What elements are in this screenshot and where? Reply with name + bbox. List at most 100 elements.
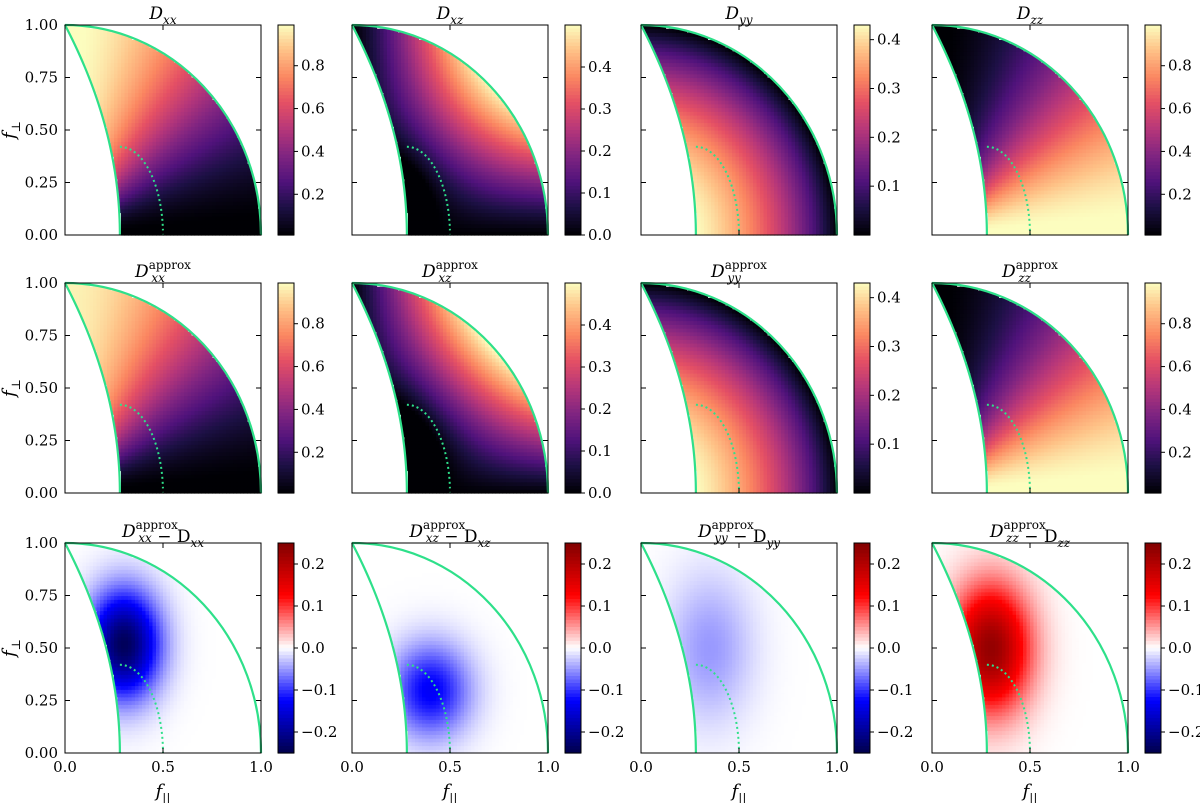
heatmap-cell <box>167 130 171 134</box>
heatmap-cell <box>216 108 220 112</box>
heatmap-cell <box>139 175 143 179</box>
heatmap-cell <box>233 213 237 217</box>
heatmap-cell <box>244 168 248 172</box>
heatmap-cell <box>233 198 237 202</box>
heatmap-cell <box>128 186 132 190</box>
heatmap-cell <box>128 179 132 183</box>
heatmap-cell <box>167 123 171 127</box>
heatmap-cell <box>121 198 125 202</box>
heatmap-cell <box>254 224 258 228</box>
heatmap-cell <box>170 179 174 183</box>
heatmap-cell <box>156 145 160 149</box>
heatmap-cell <box>132 175 136 179</box>
heatmap-cell <box>195 104 199 108</box>
heatmap-cell <box>177 183 181 187</box>
heatmap-cell <box>188 168 192 172</box>
heatmap-cell <box>139 81 143 85</box>
heatmap-cell <box>195 183 199 187</box>
heatmap-cell <box>223 156 227 160</box>
heatmap-cell <box>121 224 125 228</box>
heatmap-cell <box>142 85 146 89</box>
heatmap-cell <box>135 216 139 220</box>
heatmap-cell <box>219 149 223 153</box>
heatmap-cell <box>146 130 150 134</box>
heatmap-cell <box>216 213 220 217</box>
heatmap-cell <box>223 209 227 213</box>
heatmap-cell <box>188 228 192 232</box>
heatmap-cell <box>226 164 230 168</box>
heatmap-cell <box>177 134 181 138</box>
heatmap-cell <box>149 89 153 93</box>
heatmap-cell <box>191 156 195 160</box>
heatmap-cell <box>181 198 185 202</box>
heatmap-cell <box>132 115 136 119</box>
heatmap-cell <box>153 138 157 142</box>
heatmap-cell <box>240 175 244 179</box>
heatmap-cell <box>139 183 143 187</box>
heatmap-cell <box>188 85 192 89</box>
heatmap-cell <box>170 194 174 198</box>
heatmap-cell <box>237 198 241 202</box>
heatmap-cell <box>132 216 136 220</box>
heatmap-cell <box>125 156 129 160</box>
heatmap-cell <box>160 149 164 153</box>
heatmap-cell <box>230 175 234 179</box>
heatmap-cell <box>212 186 216 190</box>
heatmap-cell <box>163 130 167 134</box>
heatmap-cell <box>198 108 202 112</box>
heatmap-cell <box>146 123 150 127</box>
heatmap-cell <box>174 201 178 205</box>
heatmap-cell <box>163 164 167 168</box>
heatmap-cell <box>111 108 115 112</box>
heatmap-cell <box>202 224 206 228</box>
heatmap-cell <box>209 220 213 224</box>
heatmap-cell <box>163 138 167 142</box>
heatmap-cell <box>104 108 108 112</box>
heatmap-cell <box>198 119 202 123</box>
heatmap-cell <box>209 209 213 213</box>
heatmap-cell <box>135 213 139 217</box>
heatmap-cell <box>202 100 206 104</box>
heatmap-cell <box>160 160 164 164</box>
heatmap-cell <box>219 205 223 209</box>
heatmap-cell <box>139 153 143 157</box>
heatmap-cell <box>170 160 174 164</box>
heatmap-cell <box>226 168 230 172</box>
heatmap-cell <box>205 100 209 104</box>
heatmap-cell <box>240 190 244 194</box>
heatmap-cell <box>181 228 185 232</box>
heatmap-cell <box>156 96 160 100</box>
heatmap-cell <box>177 164 181 168</box>
heatmap-cell <box>125 149 129 153</box>
heatmap-cell <box>219 156 223 160</box>
heatmap-cell <box>237 228 241 232</box>
heatmap-cell <box>104 100 108 104</box>
heatmap-cell <box>160 123 164 127</box>
heatmap-cell <box>226 141 230 145</box>
heatmap-cell <box>181 119 185 123</box>
heatmap-cell <box>184 100 188 104</box>
heatmap-cell <box>149 216 153 220</box>
figure-canvas: 0.000.250.500.751.00Dxx0.20.40.60.8f⊥Dxz… <box>0 0 1200 803</box>
heatmap-cell <box>170 198 174 202</box>
heatmap-cell <box>128 194 132 198</box>
heatmap-cell <box>160 126 164 130</box>
heatmap-cell <box>223 134 227 138</box>
heatmap-cell <box>198 130 202 134</box>
heatmap-cell <box>170 209 174 213</box>
heatmap-cell <box>177 130 181 134</box>
heatmap-cell <box>111 130 115 134</box>
heatmap-cell <box>118 130 122 134</box>
heatmap-cell <box>167 224 171 228</box>
heatmap-cell <box>146 186 150 190</box>
heatmap-cell <box>202 96 206 100</box>
heatmap-cell <box>216 198 220 202</box>
heatmap-cell <box>202 183 206 187</box>
heatmap-cell <box>132 134 136 138</box>
heatmap-cell <box>132 164 136 168</box>
heatmap-cell <box>195 126 199 130</box>
heatmap-cell <box>111 141 115 145</box>
heatmap-cell <box>160 145 164 149</box>
heatmap-cell <box>125 141 129 145</box>
heatmap-cell <box>209 100 213 104</box>
